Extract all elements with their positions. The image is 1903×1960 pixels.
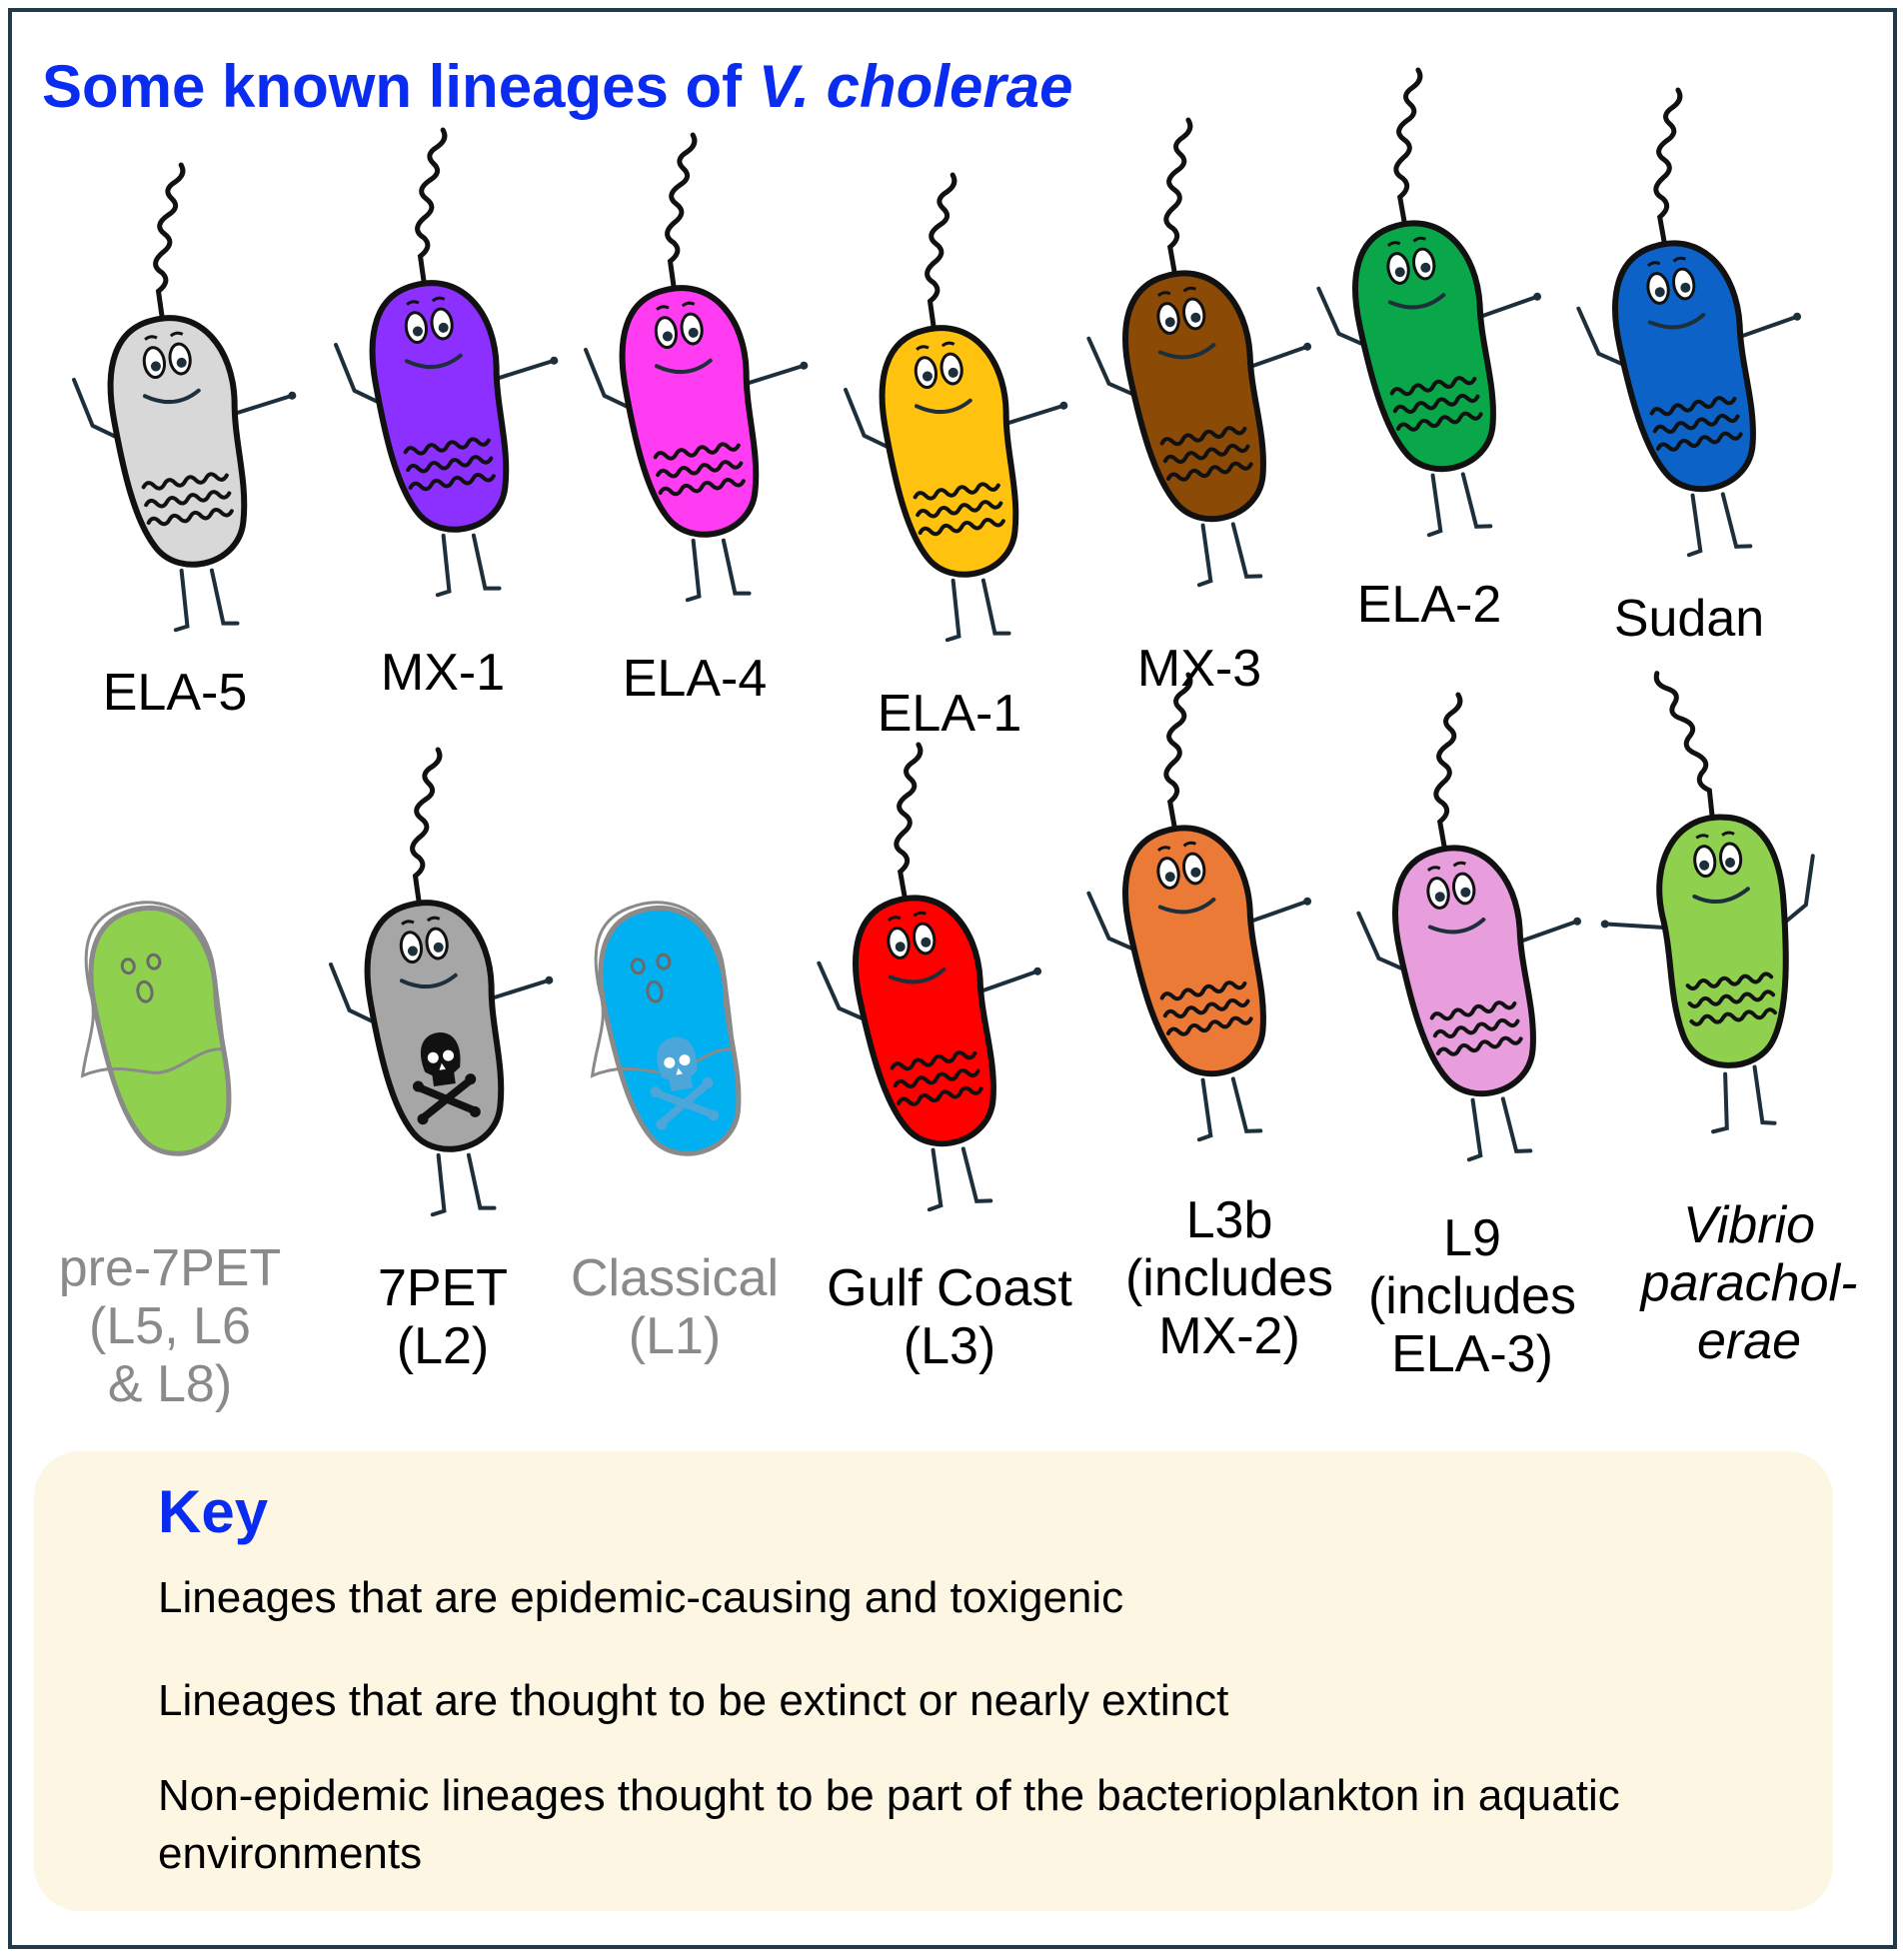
skull-crossbones-icon xyxy=(650,1036,720,1130)
lineage-label: ELA-5 xyxy=(103,664,248,722)
bacterium xyxy=(329,747,554,1217)
lineage-label: Classical (L1) xyxy=(571,1249,779,1365)
lineage-label-line: L9 xyxy=(1443,1209,1501,1267)
waves-icon xyxy=(403,437,496,492)
lineage-label-line: Classical xyxy=(570,1249,780,1307)
lineage-label: Gulf Coast (L3) xyxy=(827,1259,1072,1375)
key-text-extinct: Lineages that are thought to be extinct … xyxy=(158,1676,1229,1725)
lineage-label-line: (L5, L6 xyxy=(89,1297,251,1355)
lineage-label-line: (includes xyxy=(1367,1267,1577,1325)
waves-icon xyxy=(653,442,746,497)
lineage-label-line: L3b xyxy=(1185,1191,1273,1249)
lineage-label-line: (includes xyxy=(1124,1249,1334,1307)
lineage-label: ELA-2 xyxy=(1357,576,1502,634)
bacterium xyxy=(590,901,742,1156)
key-text-aquatic: Non-epidemic lineages thought to be part… xyxy=(158,1771,1620,1878)
waves-icon xyxy=(1685,972,1777,1026)
key-panel xyxy=(34,1451,1833,1911)
lineage-label-line: ELA-4 xyxy=(622,650,768,708)
bacterium xyxy=(1356,692,1582,1162)
waves-icon xyxy=(913,482,1005,537)
waves-icon xyxy=(141,472,234,527)
lineage-label: ELA-1 xyxy=(878,685,1022,743)
lineage-label-line: Sudan xyxy=(1613,590,1765,648)
lineage-label: MX-3 xyxy=(1137,640,1261,698)
figure-title: Some known lineages of V. cholerae xyxy=(42,52,1072,121)
bacterium xyxy=(844,172,1068,643)
lineage-label: L3b (includes MX-2) xyxy=(1125,1191,1333,1365)
bacterium xyxy=(1086,672,1312,1142)
lineage-label-line: MX-1 xyxy=(380,644,506,702)
bacterium xyxy=(584,132,809,603)
waves-icon xyxy=(1649,396,1743,452)
lineage-label-line: & L8) xyxy=(107,1355,233,1413)
title-species: V. cholerae xyxy=(758,53,1073,120)
lineage-label-line: 7PET xyxy=(377,1259,509,1317)
key-title: Key xyxy=(158,1478,269,1545)
title-plain: Some known lineages of xyxy=(42,53,759,120)
lineage-label-line: (L3) xyxy=(903,1317,996,1375)
lineage-label-line: ELA-5 xyxy=(102,664,248,722)
waves-icon xyxy=(1159,426,1253,482)
lineage-label-line: Vibrio xyxy=(1682,1196,1816,1254)
lineage-label: 7PET (L2) xyxy=(378,1259,508,1375)
skull-crossbones-icon xyxy=(412,1032,481,1125)
lineage-label: ELA-4 xyxy=(623,650,768,708)
lineage-label-line: (L1) xyxy=(628,1307,722,1365)
bacterium xyxy=(334,127,559,598)
figure-frame xyxy=(8,8,1897,1949)
lineage-label-line: erae xyxy=(1696,1312,1802,1370)
waves-icon xyxy=(1389,376,1483,432)
lineage-label: Sudan xyxy=(1614,590,1764,648)
lineage-label: L9 (includes ELA-3) xyxy=(1368,1209,1576,1383)
bacterium xyxy=(1576,87,1802,558)
lineage-label: MX-1 xyxy=(381,644,505,702)
lineage-label-line: pre-7PET xyxy=(58,1239,282,1297)
lineage-label-line: ELA-3) xyxy=(1391,1325,1553,1383)
waves-icon xyxy=(1159,980,1253,1036)
lineage-label-line: MX-2) xyxy=(1158,1307,1300,1365)
bacterium xyxy=(1600,671,1815,1134)
lineage-label-line: ELA-2 xyxy=(1356,576,1502,634)
bacterium xyxy=(1316,67,1542,538)
waves-icon xyxy=(890,1050,983,1106)
lineage-label: Vibrio parachol-erae xyxy=(1641,1196,1858,1370)
lineage-label-line: parachol- xyxy=(1640,1254,1858,1312)
lineage-label-line: MX-3 xyxy=(1136,640,1262,698)
lineage-label-line: Gulf Coast xyxy=(827,1259,1072,1317)
bacterium xyxy=(80,901,232,1156)
lineage-label-line: (L2) xyxy=(396,1317,490,1375)
bacterium xyxy=(72,162,297,633)
bacterium xyxy=(1086,117,1312,588)
key-text-toxigenic: Lineages that are epidemic-causing and t… xyxy=(158,1573,1124,1622)
lineage-label: pre-7PET (L5, L6 & L8) xyxy=(59,1239,282,1413)
waves-icon xyxy=(1429,1000,1523,1056)
bacterium xyxy=(817,742,1042,1212)
lineage-label-line: ELA-1 xyxy=(877,685,1022,743)
